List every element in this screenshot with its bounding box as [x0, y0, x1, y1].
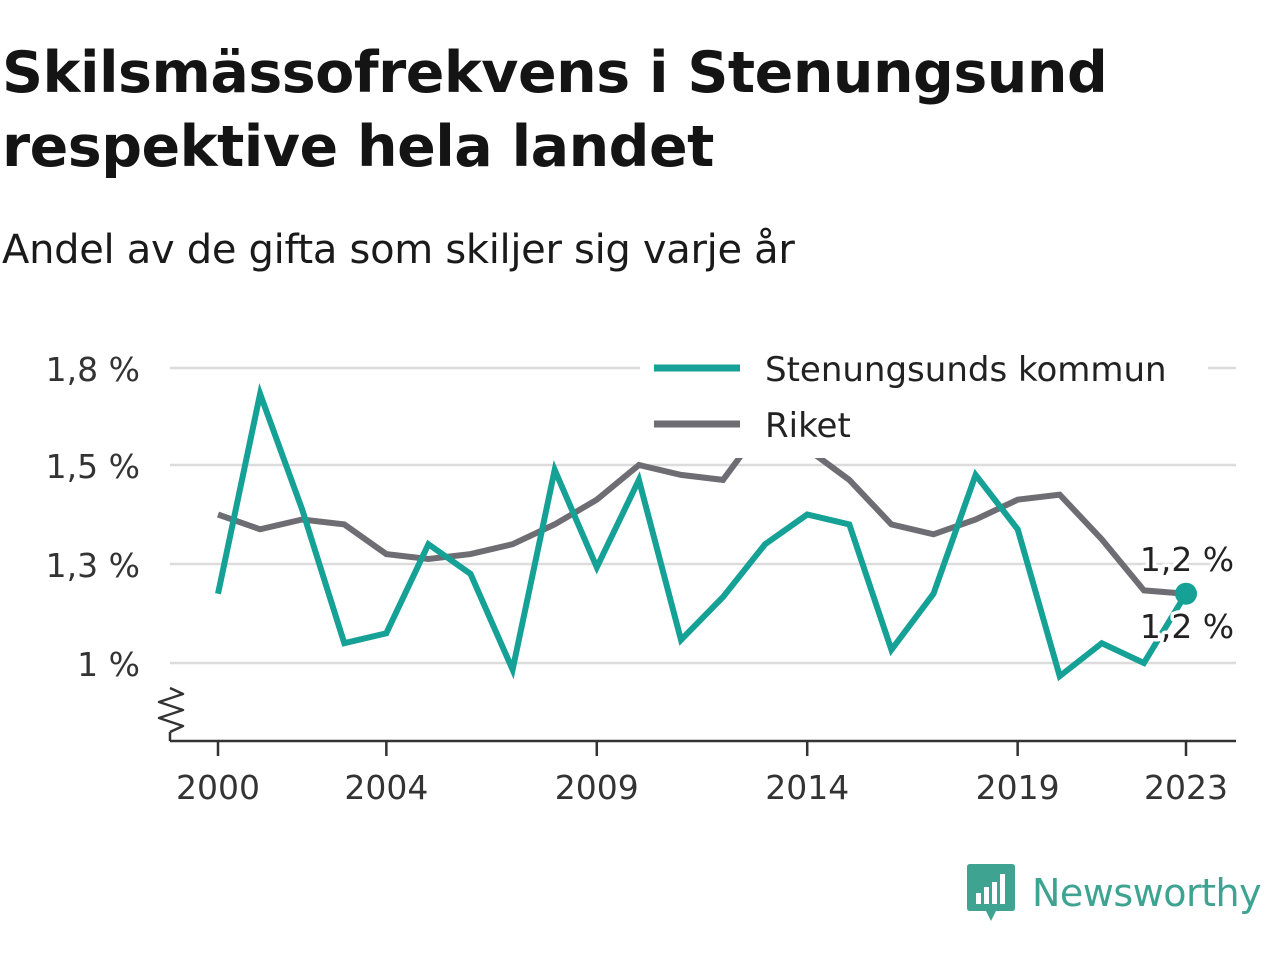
series-line-riket: [217, 419, 1187, 597]
end-value-labels: 1,2 % 1,2 %: [1136, 537, 1237, 650]
legend-label: Riket: [765, 406, 851, 446]
legend-label: Stenungsunds kommun: [765, 350, 1167, 390]
legend: Stenungsunds kommun Riket: [640, 340, 1208, 458]
series-lines: [215, 383, 1197, 682]
brand-logo: Newsworthy: [966, 862, 1262, 924]
x-tick-label: 2004: [344, 768, 428, 807]
end-label-riket: 1,2 %: [1140, 540, 1234, 579]
y-tick-label: 1,3 %: [46, 546, 140, 585]
x-tick-label: 2000: [176, 768, 260, 807]
newsworthy-logo-icon: [967, 864, 1015, 921]
end-label-kommun: 1,2 %: [1140, 607, 1234, 646]
end-point-kommun: [1175, 582, 1197, 605]
brand-name: Newsworthy: [1032, 871, 1262, 915]
x-tick-label: 2009: [555, 768, 639, 807]
axis-break-icon: [157, 686, 185, 734]
x-tick-label: 2019: [976, 768, 1060, 807]
chart-title: Skilsmässofrekvens i Stenungsund respekt…: [2, 40, 1108, 180]
chart-subtitle: Andel av de gifta som skiljer sig varje …: [2, 227, 795, 273]
y-axis-ticks: 1 % 1,3 % 1,5 % 1,8 %: [46, 350, 140, 684]
x-tick-label: 2014: [765, 768, 849, 807]
y-tick-label: 1,8 %: [46, 350, 140, 389]
series-line-kommun: [215, 383, 1189, 682]
legend-background: [640, 340, 1208, 458]
x-tick-label: 2023: [1144, 768, 1228, 807]
y-tick-label: 1 %: [77, 645, 140, 684]
y-tick-label: 1,5 %: [46, 447, 140, 486]
x-axis: 2000 2004 2009 2014 2019 2023: [157, 686, 1236, 807]
